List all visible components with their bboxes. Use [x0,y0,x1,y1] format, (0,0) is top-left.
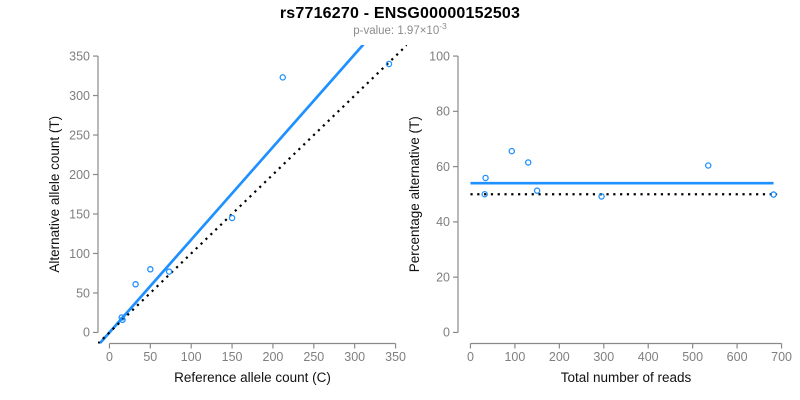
identity-line [98,45,407,344]
data-point [385,60,393,68]
fitted-line [98,45,365,344]
y-tick-label: 150 [69,207,90,221]
y-tick-label: 200 [69,168,90,182]
x-tick-label: 600 [727,350,748,364]
figure-title: rs7716270 - ENSG00000152503 [279,5,521,22]
x-tick-label: 50 [143,350,157,364]
x-tick-label: 500 [682,350,703,364]
x-tick-label: 100 [181,350,202,364]
data-point [770,191,777,198]
data-point [533,187,541,194]
data-point [147,266,154,273]
y-axis-title: Percentage alternative (T) [407,116,422,272]
allele-counts-scatter: 0 50 100 150 200 250 300 350 Reference allele co… [47,45,407,385]
y-tick-label: 60 [436,160,450,174]
data-point [508,147,516,155]
data-point [118,314,125,321]
y-tick-label: 100 [429,49,450,63]
x-tick-label: 100 [504,350,525,364]
y-tick-label: 350 [69,49,90,63]
x-tick-label: 400 [638,350,659,364]
x-tick-label: 700 [771,350,792,364]
data-point [228,214,236,222]
y-tick-label: 250 [69,128,90,142]
x-tick-label: 300 [344,350,365,364]
data-point [524,159,532,166]
p-value-label: p-value: 1.97×10 [353,25,440,37]
y-tick-label: 80 [436,105,450,119]
x-tick-label: 0 [467,350,474,364]
y-tick-label: 40 [436,215,450,229]
data-point [704,162,712,169]
data-point [482,174,489,182]
data-point [598,193,605,200]
x-tick-label: 150 [222,350,243,364]
y-tick-label: 0 [443,326,450,340]
x-axis-title: Total number of reads [561,370,692,385]
x-axis-title: Reference allele count (C) [174,370,331,385]
x-tick-label: 200 [549,350,570,364]
y-axis-title: Alternative allele count (T) [47,116,62,273]
data-point [132,281,139,288]
x-tick-label: 250 [303,350,324,364]
x-tick-label: 350 [385,350,406,364]
p-value-exponent: -3 [439,21,447,32]
x-tick-label: 300 [593,350,614,364]
x-tick-label: 200 [263,350,284,364]
y-tick-label: 20 [436,270,450,284]
y-tick-label: 0 [83,326,90,340]
data-point [279,74,286,81]
x-tick-label: 0 [106,350,113,364]
y-tick-label: 300 [69,89,90,103]
data-point [165,268,173,275]
y-tick-label: 50 [76,286,90,300]
data-point [481,190,488,198]
y-tick-label: 100 [69,247,90,261]
figure-subtitle: p-value: 1.97×10-3 [0,22,800,37]
